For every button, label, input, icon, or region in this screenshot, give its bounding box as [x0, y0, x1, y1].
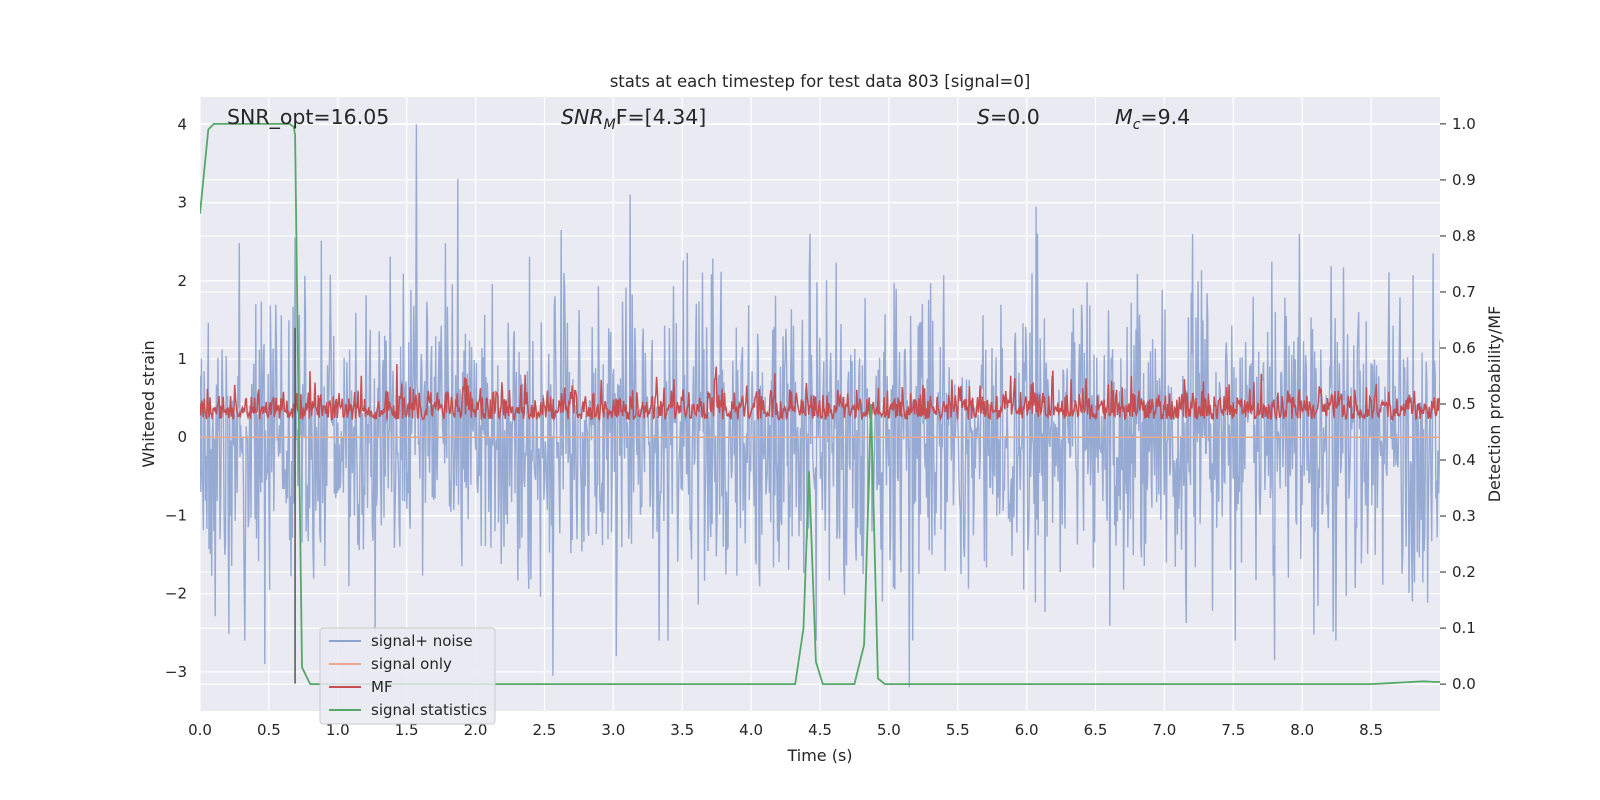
y-right-tick-label: 0.1: [1452, 619, 1476, 637]
annotation-snr-opt: SNR_opt=16.05: [227, 105, 389, 130]
annotation-mc: Mc=9.4: [1115, 105, 1190, 133]
y-right-tick-label: 0.0: [1452, 675, 1476, 693]
y-axis-left-ticks: −3 −2 −1 0 1 2 3 4: [165, 115, 187, 681]
x-tick-label: 3.5: [670, 721, 694, 739]
y-right-tick-label: 1.0: [1452, 115, 1476, 133]
x-tick-label: 1.0: [326, 721, 350, 739]
annotation-snr-mf-sub: M: [604, 117, 616, 133]
signal-statistics-line: [200, 123, 1440, 685]
legend-label-signal-noise: signal+ noise: [371, 632, 473, 650]
y-right-tick-label: 0.8: [1452, 227, 1476, 245]
annotation-s-label: S: [977, 105, 990, 129]
y-right-tick-label: 0.5: [1452, 395, 1476, 413]
annotation-snr-mf: SNRMF=[4.34]: [561, 105, 706, 133]
x-tick-label: 8.0: [1290, 721, 1314, 739]
y-left-tick-label: −2: [165, 585, 187, 603]
x-axis-label: Time (s): [786, 746, 852, 765]
mf-line: [200, 364, 1440, 423]
annotation-s: S=0.0: [977, 105, 1040, 129]
x-tick-label: 7.0: [1153, 721, 1177, 739]
x-tick-label: 6.0: [1015, 721, 1039, 739]
series-mf: [200, 364, 1440, 423]
x-tick-label: 1.5: [395, 721, 419, 739]
y-left-tick-label: −3: [165, 663, 187, 681]
x-tick-label: 5.0: [877, 721, 901, 739]
x-tick-label: 4.0: [739, 721, 763, 739]
x-tick-label: 7.5: [1221, 721, 1245, 739]
annotation-snr-mf-rest: F=[4.34]: [616, 105, 707, 129]
x-tick-label: 8.5: [1359, 721, 1383, 739]
annotation-mc-sub: c: [1133, 117, 1141, 133]
y-left-tick-label: 0: [177, 428, 187, 446]
x-tick-label: 3.0: [601, 721, 625, 739]
series-signal-statistics: [200, 123, 1440, 685]
series-layer: [200, 123, 1440, 688]
y-axis-right-ticks: 0.0 0.1 0.2 0.3 0.4 0.5 0.6 0.7 0.8 0.9 1.0: [1440, 115, 1476, 693]
legend-label-mf: MF: [371, 678, 393, 696]
y-axis-right-label: Detection probability/MF: [1485, 306, 1504, 503]
legend-label-signal-statistics: signal statistics: [371, 701, 487, 719]
y-left-tick-label: 1: [177, 350, 187, 368]
chart-title: stats at each timestep for test data 803…: [610, 72, 1031, 91]
annotation-mc-label: M: [1115, 105, 1133, 129]
annotation-snr-mf-label: SNR: [561, 105, 604, 129]
x-tick-label: 6.5: [1084, 721, 1108, 739]
annotation-s-rest: =0.0: [990, 105, 1040, 129]
y-right-tick-label: 0.9: [1452, 171, 1476, 189]
x-tick-label: 0.5: [257, 721, 281, 739]
legend: signal+ noise signal only MF signal stat…: [319, 627, 496, 725]
x-tick-label: 4.5: [808, 721, 832, 739]
x-axis-ticks: 0.0 0.5 1.0 1.5 2.0 2.5 3.0 3.5 4.0 4.5 5.0 5.5 6.0 6…: [188, 721, 1383, 739]
y-left-tick-label: 4: [177, 115, 187, 133]
y-left-tick-label: 3: [177, 194, 187, 212]
x-tick-label: 2.0: [464, 721, 488, 739]
legend-box: [319, 627, 496, 725]
x-tick-label: 2.5: [533, 721, 557, 739]
y-left-tick-label: 2: [177, 272, 187, 290]
y-right-tick-label: 0.7: [1452, 283, 1476, 301]
y-right-tick-label: 0.4: [1452, 451, 1476, 469]
annotation-mc-rest: =9.4: [1140, 105, 1190, 129]
y-axis-left-label: Whitened strain: [139, 340, 158, 467]
x-tick-label: 0.0: [188, 721, 212, 739]
y-left-tick-label: −1: [165, 506, 187, 524]
y-right-tick-label: 0.2: [1452, 563, 1476, 581]
y-right-tick-label: 0.6: [1452, 339, 1476, 357]
x-tick-label: 5.5: [946, 721, 970, 739]
legend-label-signal-only: signal only: [371, 655, 452, 673]
y-right-tick-label: 0.3: [1452, 507, 1476, 525]
